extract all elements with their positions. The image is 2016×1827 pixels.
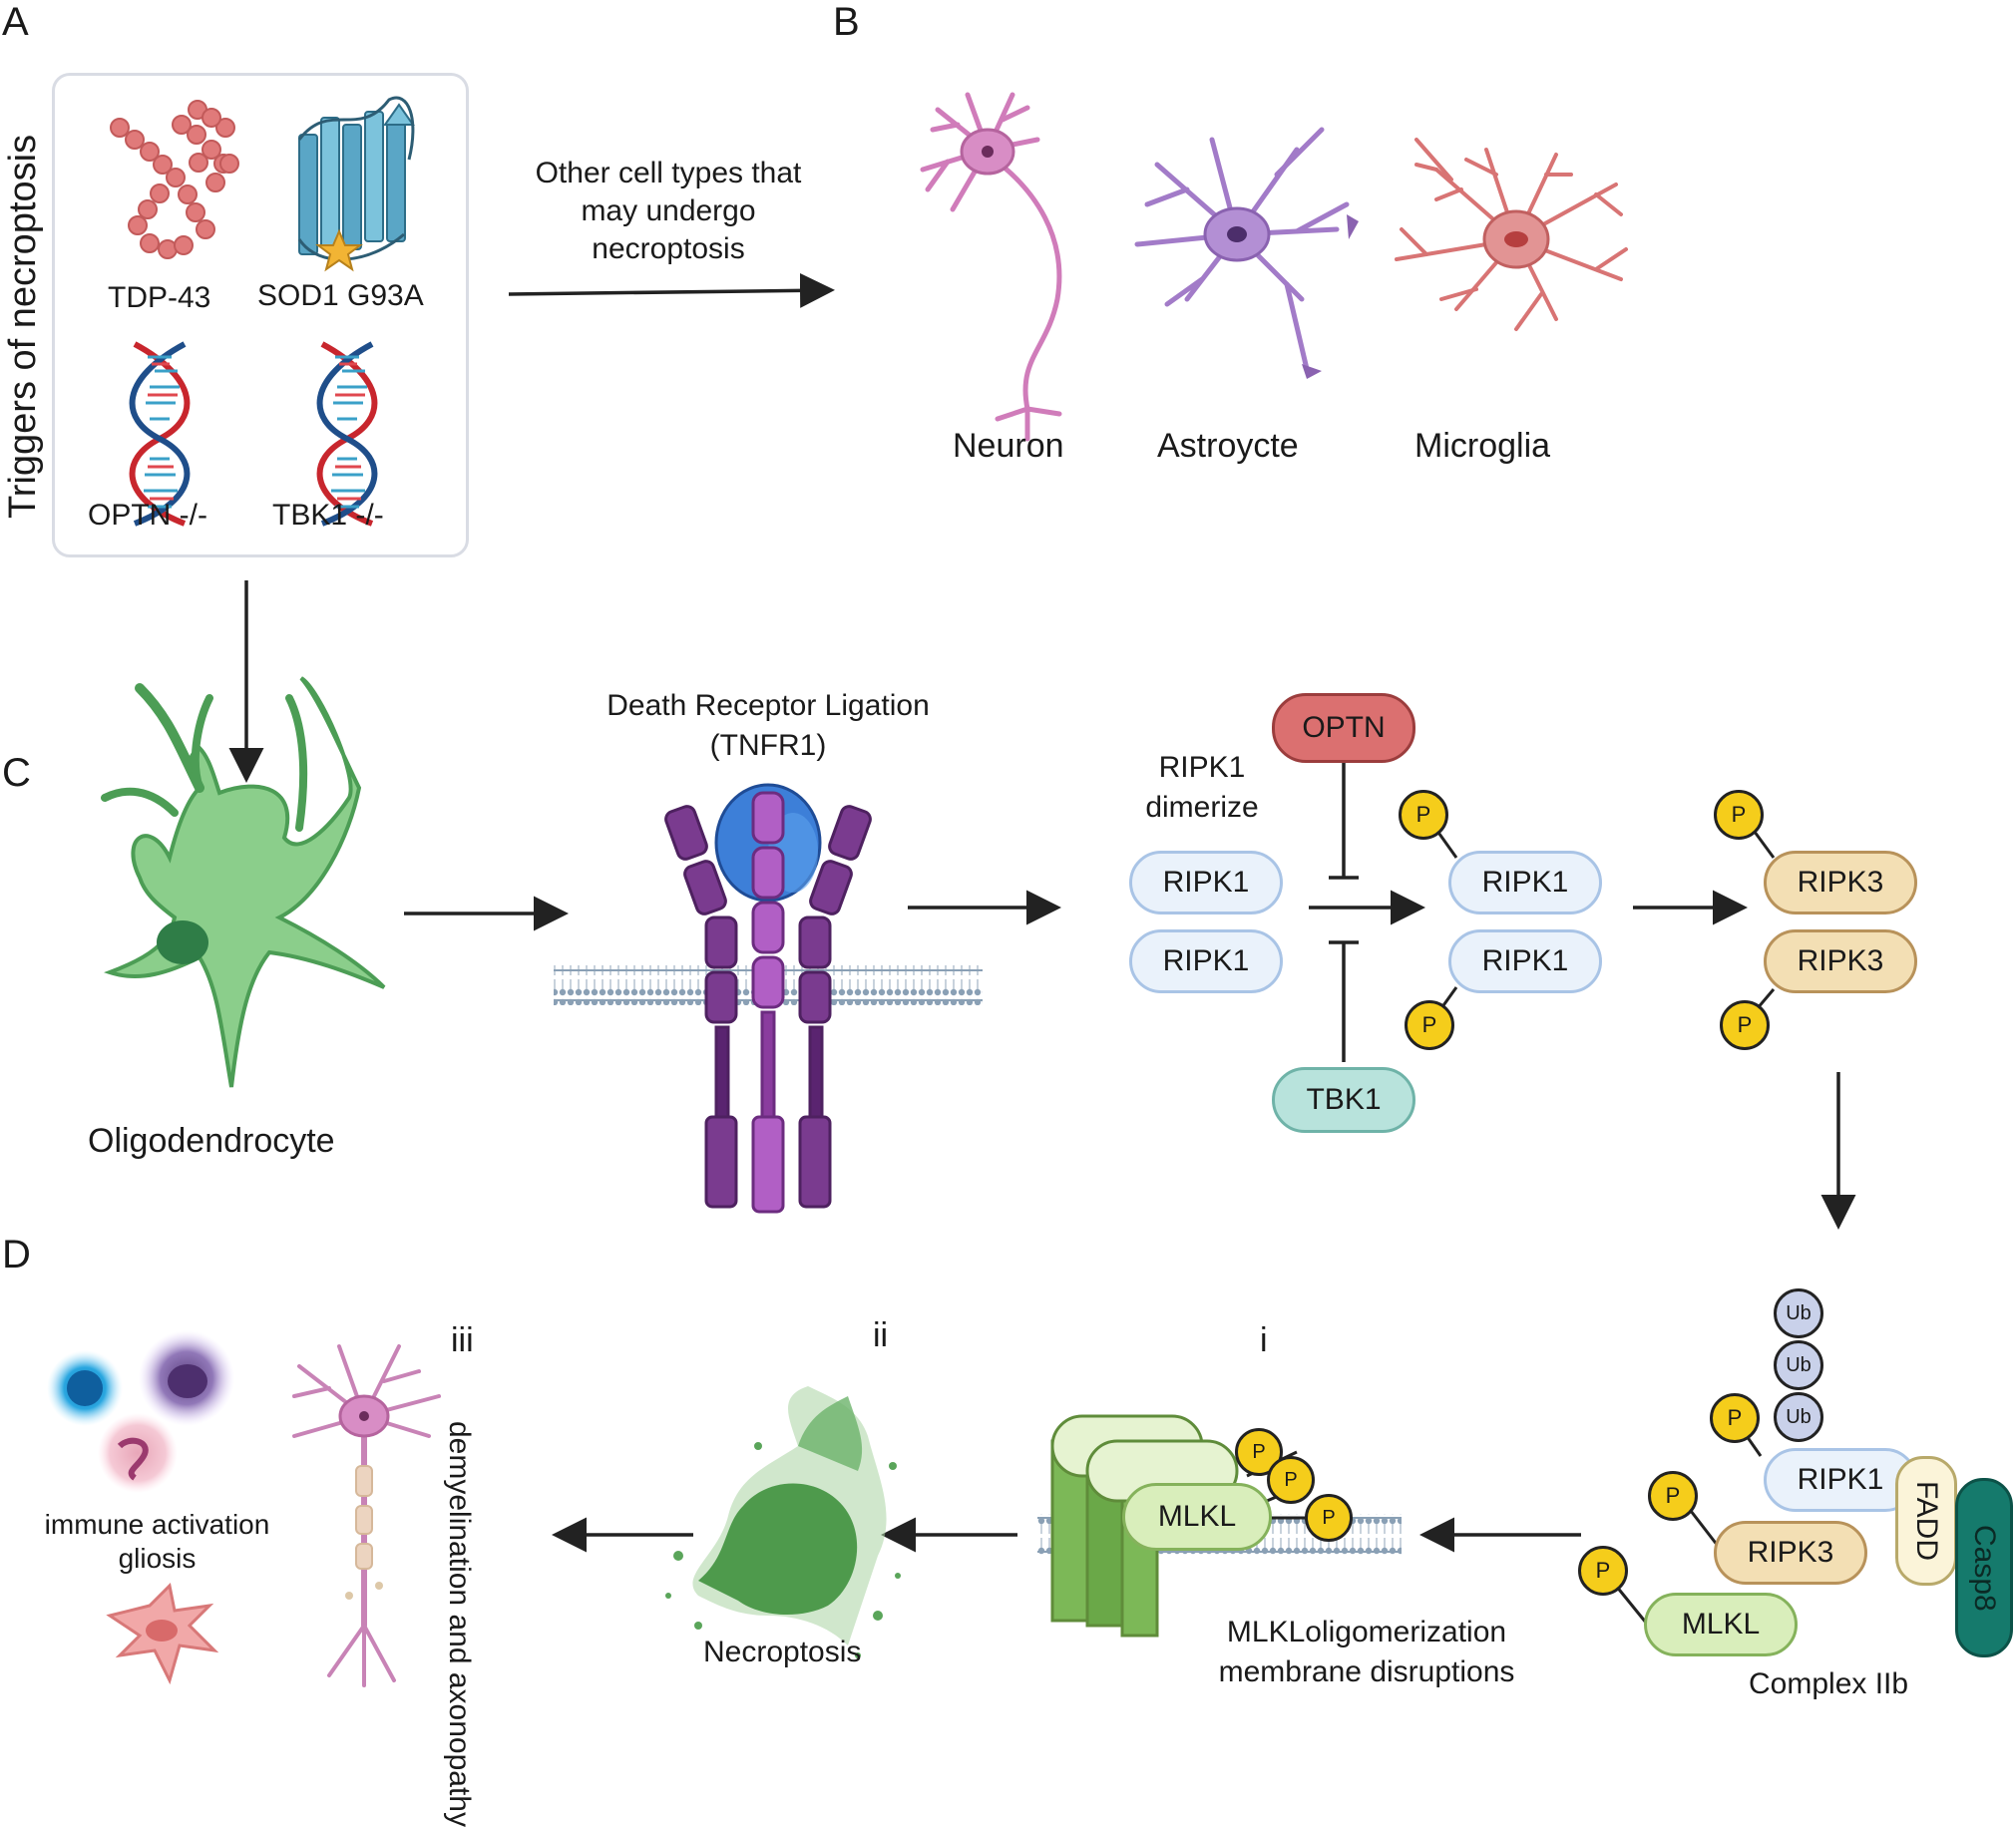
astrocyte-label: Astroycte (1157, 427, 1299, 465)
stage-ii-label: ii (873, 1316, 889, 1354)
triggers-side-title: Triggers of necroptosis (2, 134, 44, 519)
tbk1-dna-icon (316, 341, 378, 527)
complex-linkers (1614, 1415, 1763, 1624)
trigger-tdp43-label: TDP-43 (108, 281, 211, 314)
mlkl-caption: MLKLoligomerization membrane disruptions (1187, 1613, 1546, 1692)
phospho-badge-mlkl-1: P (1235, 1428, 1283, 1476)
panel-letter-d: D (2, 1233, 31, 1277)
phospho-badge-complex-ripk1: P (1710, 1393, 1760, 1443)
demyelination-label: demyelination and axonopathy (439, 1421, 479, 1827)
phospho-badge-ripk3-top: P (1714, 790, 1764, 840)
complex-ripk3: RIPK3 (1714, 1521, 1867, 1585)
phospho-badge-complex-ripk3: P (1648, 1471, 1698, 1521)
ripk3-top: RIPK3 (1764, 851, 1917, 914)
ripk1-phospho-top: RIPK1 (1448, 851, 1602, 914)
phospho-badge-mlkl-2: P (1267, 1456, 1315, 1504)
complex-ripk1: RIPK1 (1764, 1448, 1917, 1512)
receptor-title-line-1: Death Receptor Ligation (606, 689, 930, 722)
complex-fadd: FADD (1895, 1456, 1957, 1586)
inhibition-lines (1329, 763, 1359, 1062)
immune-label: immune activation gliosis (35, 1508, 279, 1576)
ripk1-monomer-bottom: RIPK1 (1129, 929, 1283, 993)
other-cells-caption: Other cell types that may undergo necrop… (499, 155, 838, 268)
dimerize-label-line-2: dimerize (1145, 791, 1259, 824)
necroptosis-label: Necroptosis (703, 1636, 862, 1668)
immune-cells-icon (47, 1330, 234, 1685)
sod1-protein-icon (297, 96, 415, 272)
optn-inhibitor: OPTN (1272, 693, 1415, 763)
microglia-label: Microglia (1414, 427, 1551, 465)
complex-casp8: Casp8 (1955, 1478, 2013, 1657)
panel-letter-c: C (2, 751, 31, 795)
immune-label-line-2: gliosis (118, 1543, 197, 1574)
trigger-tbk1-label: TBK1 -/- (272, 499, 384, 532)
ripk1-monomer-top: RIPK1 (1129, 851, 1283, 914)
tbk1-inhibitor: TBK1 (1272, 1067, 1415, 1133)
tnfr1-receptor-icon (554, 783, 983, 1214)
complex-mlkl: MLKL (1644, 1593, 1798, 1656)
phospho-badge-ripk1-top: P (1399, 790, 1448, 840)
phospho-badge-ripk3-bottom: P (1720, 1000, 1770, 1050)
mlkl-oligomer-label: MLKL (1122, 1483, 1272, 1551)
trigger-optn-label: OPTN -/- (88, 499, 207, 532)
necroptotic-cell-icon (665, 1386, 901, 1658)
trigger-sod1-label: SOD1 G93A (257, 279, 424, 312)
ubiquitin-3: Ub (1774, 1392, 1823, 1442)
neuron-label: Neuron (953, 427, 1064, 465)
oligodendrocyte-icon (101, 676, 386, 1088)
ubiquitin-2: Ub (1774, 1340, 1823, 1390)
other-cells-caption-line-3: necroptosis (592, 232, 745, 265)
tdp43-aggregate-icon (110, 100, 239, 259)
panel-letter-b: B (833, 0, 860, 44)
astrocyte-icon (1134, 127, 1359, 379)
dimerize-label-line-1: RIPK1 (1158, 751, 1246, 784)
panel-letter-a: A (2, 0, 29, 44)
neuron-icon (920, 92, 1062, 442)
demyelinated-neuron-icon (292, 1344, 441, 1687)
mlkl-caption-line-2: membrane disruptions (1218, 1655, 1515, 1688)
phospho-badge-complex-mlkl: P (1578, 1546, 1628, 1596)
microglia-icon (1395, 138, 1628, 331)
other-cells-caption-line-1: Other cell types that (535, 157, 802, 189)
mutation-star-icon (315, 228, 363, 272)
phospho-badge-mlkl-3: P (1305, 1494, 1353, 1542)
phospho-badge-ripk1-bottom: P (1405, 1000, 1454, 1050)
immune-label-line-1: immune activation (44, 1509, 270, 1540)
demyelination-label-line-1: demyelination and (443, 1421, 476, 1664)
mlkl-caption-line-1: MLKLoligomerization (1226, 1616, 1507, 1648)
demyelination-label-line-2: axonopathy (443, 1671, 476, 1827)
dimerize-label: RIPK1 dimerize (1127, 748, 1277, 828)
stage-iii-label: iii (451, 1321, 474, 1359)
ubiquitin-1: Ub (1774, 1288, 1823, 1338)
complex-iib-title: Complex IIb (1749, 1667, 1909, 1700)
ripk1-phospho-bottom: RIPK1 (1448, 929, 1602, 993)
stage-i-label: i (1260, 1321, 1268, 1359)
ripk3-bottom: RIPK3 (1764, 929, 1917, 993)
other-cells-caption-line-2: may undergo (581, 194, 756, 227)
oligodendrocyte-label: Oligodendrocyte (88, 1122, 335, 1160)
flow-arrows (228, 272, 1856, 1553)
optn-dna-icon (129, 341, 191, 527)
triggers-panel (52, 73, 469, 557)
receptor-title-line-2: (TNFR1) (709, 729, 827, 762)
receptor-title: Death Receptor Ligation (TNFR1) (559, 686, 978, 766)
